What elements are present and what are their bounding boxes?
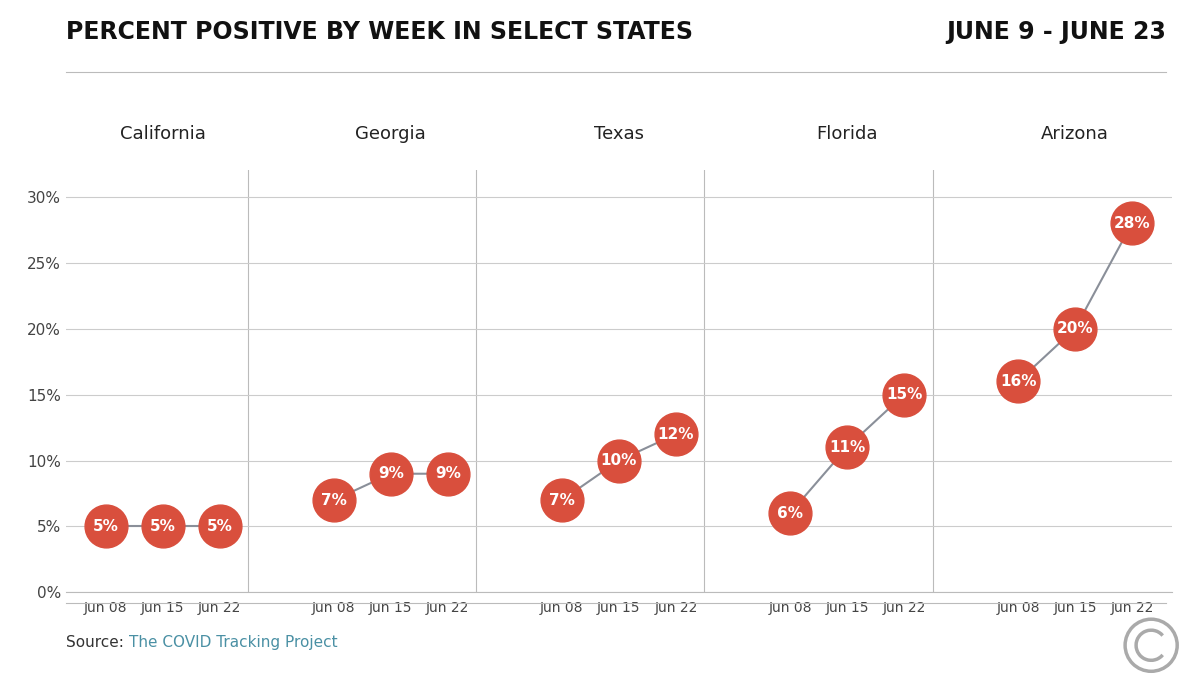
Text: 5%: 5%	[150, 519, 176, 534]
Text: 20%: 20%	[1057, 321, 1093, 336]
Text: 11%: 11%	[829, 440, 865, 455]
Point	[781, 508, 800, 519]
Text: 9%: 9%	[378, 466, 404, 481]
Point	[1123, 218, 1142, 229]
Point	[210, 521, 230, 532]
Text: Arizona: Arizona	[1042, 125, 1109, 143]
Text: 10%: 10%	[600, 453, 637, 468]
Text: Georgia: Georgia	[355, 125, 426, 143]
Text: 5%: 5%	[93, 519, 118, 534]
Point	[324, 494, 343, 505]
Text: Texas: Texas	[594, 125, 643, 143]
Text: 7%: 7%	[321, 492, 347, 507]
Point	[553, 494, 572, 505]
Text: Florida: Florida	[817, 125, 878, 143]
Text: JUNE 9 - JUNE 23: JUNE 9 - JUNE 23	[946, 20, 1166, 44]
Point	[438, 469, 457, 479]
Text: 6%: 6%	[777, 506, 803, 521]
Point	[666, 429, 685, 440]
Text: 15%: 15%	[886, 387, 922, 402]
Text: California: California	[120, 125, 206, 143]
Text: The COVID Tracking Project: The COVID Tracking Project	[129, 635, 337, 650]
Point	[1066, 323, 1085, 334]
Text: 28%: 28%	[1113, 215, 1151, 231]
Point	[895, 389, 914, 400]
Point	[382, 469, 401, 479]
Point	[153, 521, 172, 532]
Text: PERCENT POSITIVE BY WEEK IN SELECT STATES: PERCENT POSITIVE BY WEEK IN SELECT STATE…	[66, 20, 692, 44]
Point	[837, 442, 856, 453]
Point	[96, 521, 115, 532]
Text: 9%: 9%	[435, 466, 460, 481]
Point	[610, 455, 629, 466]
Text: 5%: 5%	[207, 519, 233, 534]
Text: 12%: 12%	[658, 426, 694, 442]
Text: 7%: 7%	[549, 492, 575, 507]
Text: 16%: 16%	[1000, 374, 1037, 389]
Text: Source:: Source:	[66, 635, 128, 650]
Point	[1008, 376, 1027, 387]
